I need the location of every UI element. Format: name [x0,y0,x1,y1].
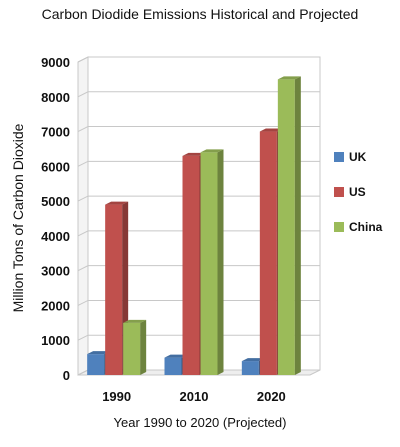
y-tick-label: 3000 [41,264,70,279]
gridline [77,56,320,63]
legend-label-uk: UK [349,150,367,164]
x-tick-label: 1990 [102,389,131,404]
side-wall [77,56,89,376]
bar-top-china-2010 [200,149,224,153]
gridline [77,265,320,272]
gridline [77,230,320,237]
x-tick-label: 2010 [180,389,209,404]
bar-top-uk-2020 [241,358,265,362]
legend-swatch-uk [334,152,344,162]
y-tick-label: 2000 [41,298,70,313]
y-tick-label: 7000 [41,125,70,140]
bar-top-uk-1990 [87,351,111,355]
gridline [77,299,320,306]
bar-uk-2010 [164,357,182,375]
chart-title: Carbon Diodide Emissions Historical and … [41,6,359,22]
bar-side-china-1990 [140,319,147,375]
x-axis-label: Year 1990 to 2020 (Projected) [113,415,287,430]
bar-us-1990 [105,204,123,375]
bar-side-china-2010 [217,149,224,375]
legend-swatch-us [334,187,344,197]
bar-uk-1990 [87,354,105,375]
legend-label-china: China [349,220,383,234]
bar-top-china-1990 [123,319,147,323]
bar-us-2010 [182,155,200,375]
x-tick-label: 2020 [257,389,286,404]
gridline [77,334,320,341]
legend-label-us: US [349,185,366,199]
y-tick-label: 5000 [41,194,70,209]
y-tick-label: 8000 [41,90,70,105]
bar-top-china-2020 [277,76,301,80]
y-tick-label: 0 [63,368,70,383]
bar-us-2020 [259,131,277,375]
y-tick-label: 6000 [41,159,70,174]
gridline [77,160,320,167]
gridline [77,91,320,98]
bar-side-china-2020 [294,76,301,375]
bar-china-1990 [123,322,141,375]
bar-top-us-2020 [259,128,283,132]
y-tick-label: 4000 [41,229,70,244]
gridline [77,126,320,133]
y-tick-label: 9000 [41,55,70,70]
y-tick-label: 1000 [41,333,70,348]
bar-china-2010 [200,152,218,375]
gridline [77,195,320,202]
legend-swatch-china [334,222,344,232]
bar-top-uk-2010 [164,354,188,358]
bar-top-us-2010 [182,152,206,156]
bar-china-2020 [277,79,295,375]
bar-uk-2020 [241,361,259,375]
bar-top-us-1990 [105,201,129,205]
